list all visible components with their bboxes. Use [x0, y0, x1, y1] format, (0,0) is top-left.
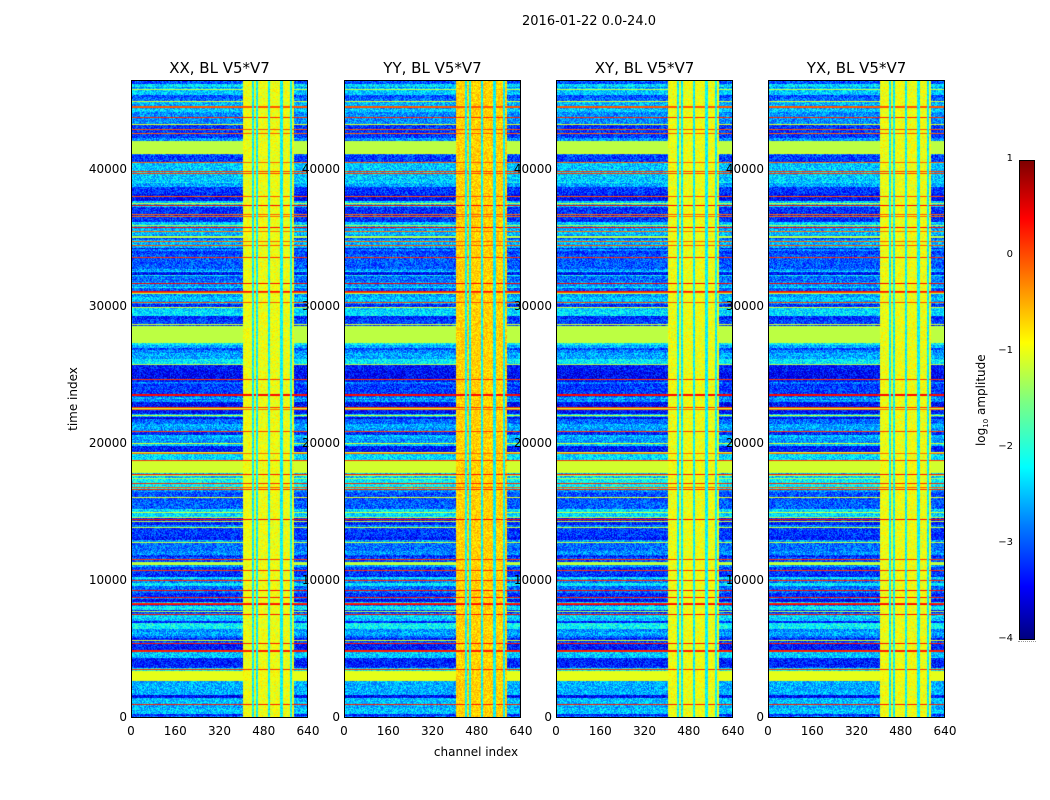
colorbar-tick-label: 0 — [1006, 249, 1013, 260]
x-tick-label: 0 — [552, 724, 560, 738]
y-tick-label: 40000 — [88, 162, 127, 176]
heatmap-image — [769, 81, 944, 717]
x-tick-label: 640 — [721, 724, 745, 738]
x-tick-label: 0 — [340, 724, 348, 738]
y-tick-label: 20000 — [301, 436, 340, 450]
heatmap-image — [132, 81, 307, 717]
x-tick-label: 160 — [800, 724, 824, 738]
panel-title: XY, BL V5*V7 — [594, 59, 695, 77]
y-tick-label: 0 — [544, 710, 552, 724]
x-tick-label: 320 — [421, 724, 444, 738]
y-tick-label: 10000 — [725, 573, 764, 587]
colorbar-tick-label: −1 — [998, 345, 1013, 356]
colorbar-tick-label: 1 — [1006, 153, 1013, 164]
y-axis-label: time index — [66, 367, 80, 431]
x-tick-label: 640 — [296, 724, 320, 738]
x-tick-label: 480 — [889, 724, 913, 738]
y-tick-label: 10000 — [513, 573, 552, 587]
x-tick-label: 0 — [764, 724, 772, 738]
x-tick-label: 320 — [633, 724, 656, 738]
x-tick-label: 160 — [376, 724, 400, 738]
y-tick-label: 30000 — [88, 299, 127, 313]
y-tick-label: 40000 — [301, 162, 340, 176]
y-tick-label: 0 — [119, 710, 127, 724]
y-tick-label: 10000 — [301, 573, 340, 587]
colorbar-label: log10 amplitude — [974, 340, 990, 460]
y-tick-label: 40000 — [725, 162, 764, 176]
y-tick-label: 20000 — [88, 436, 127, 450]
heatmap-image — [557, 81, 732, 717]
y-tick-label: 30000 — [301, 299, 340, 313]
colorbar-extend-marker — [1018, 641, 1036, 642]
y-tick-label: 0 — [332, 710, 340, 724]
y-tick-label: 20000 — [513, 436, 552, 450]
x-tick-label: 160 — [588, 724, 612, 738]
colorbar — [1019, 160, 1035, 640]
x-tick-label: 160 — [163, 724, 187, 738]
colorbar-tick-label: −3 — [998, 537, 1013, 548]
panel-title: YY, BL V5*V7 — [383, 59, 482, 77]
y-tick-label: 30000 — [513, 299, 552, 313]
x-tick-label: 480 — [677, 724, 701, 738]
heatmap-panel — [344, 80, 521, 718]
x-axis-label: channel index — [433, 745, 519, 759]
colorbar-label-sub: 10 — [982, 418, 991, 428]
x-tick-label: 480 — [252, 724, 276, 738]
y-tick-label: 30000 — [725, 299, 764, 313]
panel-title: XX, BL V5*V7 — [169, 59, 270, 77]
heatmap-panel — [768, 80, 945, 718]
colorbar-tick-label: −4 — [998, 633, 1013, 644]
y-tick-label: 10000 — [88, 573, 127, 587]
x-tick-label: 0 — [127, 724, 135, 738]
y-tick-label: 20000 — [725, 436, 764, 450]
colorbar-label-rest: amplitude — [973, 354, 988, 419]
heatmap-image — [345, 81, 520, 717]
colorbar-label-log: log — [973, 427, 988, 447]
panel-title: YX, BL V5*V7 — [806, 59, 907, 77]
x-tick-label: 480 — [465, 724, 489, 738]
colorbar-tick-label: −2 — [998, 441, 1013, 452]
x-tick-label: 640 — [933, 724, 957, 738]
heatmap-panel — [131, 80, 308, 718]
y-tick-label: 0 — [756, 710, 764, 724]
x-tick-label: 320 — [208, 724, 231, 738]
heatmap-panel — [556, 80, 733, 718]
x-tick-label: 320 — [845, 724, 868, 738]
y-tick-label: 40000 — [513, 162, 552, 176]
x-tick-label: 640 — [509, 724, 533, 738]
figure-title: 2016-01-22 0.0-24.0 — [522, 14, 656, 29]
